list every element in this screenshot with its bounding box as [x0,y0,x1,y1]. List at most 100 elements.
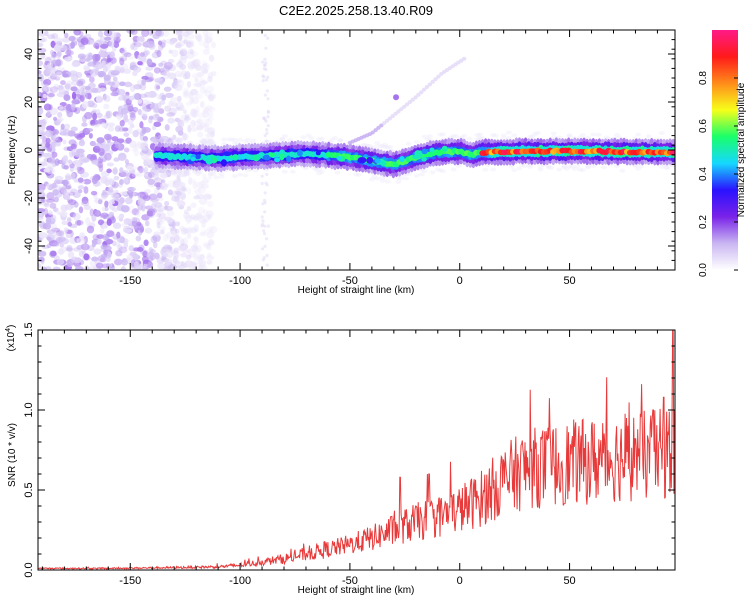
noise-speck [125,137,132,144]
noise-speck [262,67,267,71]
band-halo-speck [437,132,444,137]
noise-speck [139,191,149,200]
noise-speck [202,62,210,71]
noise-speck [58,104,64,110]
noise-speck [160,229,165,235]
noise-speck [204,105,213,112]
band-halo-speck [466,136,473,141]
noise-speck [144,220,150,227]
band-halo-speck [318,169,325,174]
noise-speck [192,216,199,222]
noise-speck [194,34,203,41]
band-blob [399,155,405,163]
noise-speck [51,32,59,40]
noise-speck [103,133,112,141]
band-halo-speck [131,173,138,178]
noise-speck [167,138,173,144]
snr-y-tick-label: 1.0 [23,402,35,417]
noise-speck [53,196,59,203]
noise-speck [187,124,192,133]
streak-cell [461,56,467,61]
noise-speck [93,66,99,73]
band-halo-speck [300,135,307,140]
noise-speck [113,175,120,181]
snr-x-tick-label: -100 [229,575,251,587]
noise-speck [133,148,140,157]
noise-speck [113,258,123,266]
noise-speck [84,85,91,91]
band-halo-speck [590,163,597,168]
noise-speck [87,61,94,67]
snr-x-tick-label: 0 [457,575,463,587]
noise-speck [116,231,121,239]
noise-speck [93,42,100,49]
noise-speck [161,94,167,101]
noise-speck [175,188,181,197]
noise-speck [160,173,168,179]
band-halo-speck [534,130,541,135]
noise-speck [265,183,269,187]
band-halo-speck [590,132,597,137]
noise-speck [167,180,176,188]
noise-speck [184,214,194,223]
noise-speck [71,80,79,87]
band-halo-speck [316,171,323,176]
band-halo-speck [521,163,528,168]
noise-speck [135,128,142,135]
noise-speck [96,234,105,239]
noise-speck [263,33,267,38]
noise-speck [112,167,118,175]
noise-speck [201,59,208,67]
noise-speck [202,193,212,199]
noise-speck [127,118,134,126]
noise-speck [199,83,206,89]
noise-speck [195,171,202,176]
noise-speck [121,127,129,132]
streak-cell [404,102,410,107]
noise-speck [139,121,144,129]
noise-speck [128,205,135,214]
noise-speck [206,128,214,133]
noise-speck [70,41,75,49]
spectrogram-axes: -150 -100 -50 0 50 -40 -20 0 20 40 [23,29,675,287]
noise-speck [106,122,116,127]
noise-speck [130,43,135,50]
noise-speck [161,182,167,187]
noise-speck [106,218,112,226]
noise-speck [202,241,211,247]
band-halo-speck [585,164,592,169]
band-halo-speck [194,172,201,177]
band-halo-speck [614,132,621,137]
noise-speck [262,256,266,260]
noise-speck [127,126,133,135]
noise-speck [127,186,135,195]
snr-y-axis-title: SNR (10 * v/v) [7,423,18,487]
noise-speck [48,230,57,238]
band-halo-speck [144,161,151,166]
noise-speck [182,92,192,99]
band-blob [417,150,423,158]
noise-speck [89,260,98,267]
band-halo-speck [229,137,236,142]
band-halo-speck [168,171,175,176]
noise-speck [205,85,215,93]
noise-speck [95,210,100,216]
noise-speck [88,132,93,139]
band-halo-speck [461,133,468,138]
band-halo-speck [566,134,573,139]
noise-speck [43,79,52,86]
noise-speck [79,95,84,101]
noise-speck [51,222,57,231]
band-halo-speck [308,136,315,141]
noise-speck [111,69,121,75]
noise-speck [62,155,69,162]
band-halo-speck [250,138,257,143]
streak-cell [370,130,375,135]
noise-speck [207,213,213,220]
streak-cell [387,116,393,121]
noise-speck [167,117,176,124]
noise-speck [64,50,74,56]
noise-speck [152,201,158,206]
band-halo-speck [376,144,383,149]
streak-cell [401,104,407,109]
